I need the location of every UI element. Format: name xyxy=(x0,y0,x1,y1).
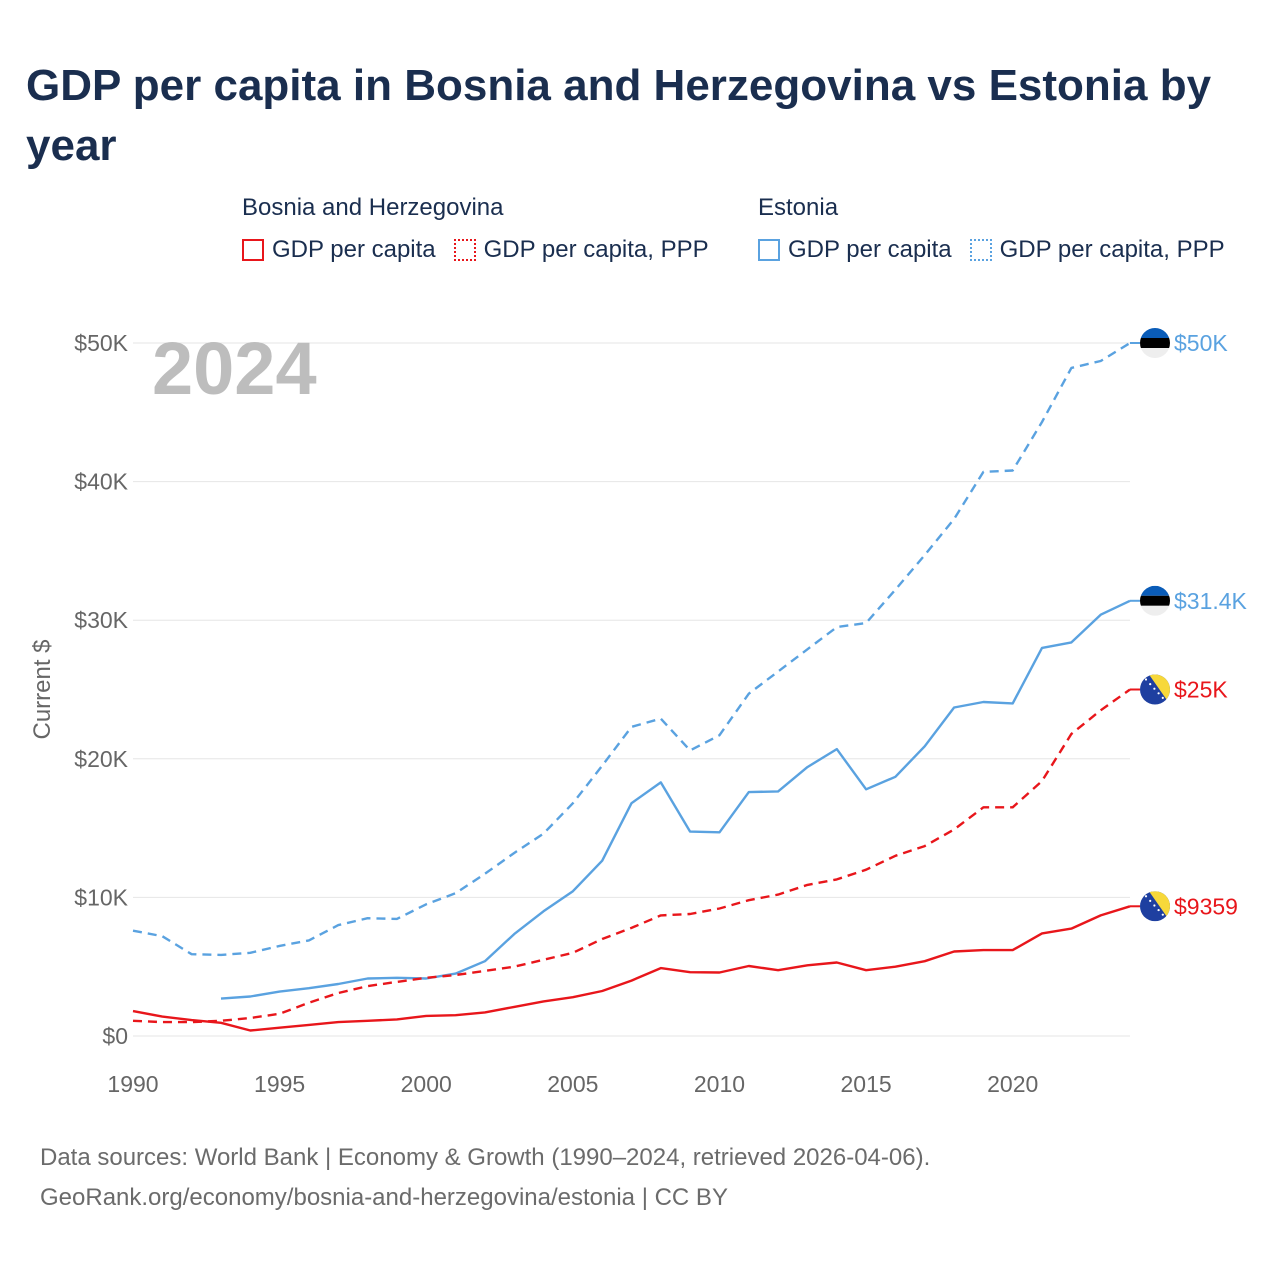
legend-group-title: Estonia xyxy=(758,194,839,221)
legend-item-label: GDP per capita xyxy=(788,236,952,263)
x-tick-label: 2005 xyxy=(547,1071,598,1097)
x-tick-label: 1990 xyxy=(107,1071,158,1097)
x-tick-label: 2020 xyxy=(987,1071,1038,1097)
source-line-1: Data sources: World Bank | Economy & Gro… xyxy=(40,1144,931,1171)
source-line-2[interactable]: GeoRank.org/economy/bosnia-and-herzegovi… xyxy=(40,1184,728,1211)
y-tick-label: $30K xyxy=(74,607,128,633)
y-tick-label: $10K xyxy=(74,884,128,910)
legend-group-title: Bosnia and Herzegovina xyxy=(242,194,504,221)
y-tick-label: $40K xyxy=(74,469,128,495)
series-line xyxy=(132,905,1131,1032)
estonia-flag-icon xyxy=(1140,585,1170,616)
series-line xyxy=(132,688,1131,1024)
x-tick-label: 2010 xyxy=(694,1071,745,1097)
y-axis-label: Current $ xyxy=(29,639,56,739)
legend-swatch-dotted-icon xyxy=(453,239,476,261)
end-value-label: $31.4K xyxy=(1174,588,1248,614)
legend-item-label: GDP per capita xyxy=(272,236,436,263)
source-note: Data sources: World Bank | Economy & Gro… xyxy=(40,1138,930,1218)
legend-item-bih-gdp[interactable]: GDP per capita xyxy=(242,236,436,264)
legend-group-estonia: Estonia GDP per capita GDP per capita, P… xyxy=(758,194,1225,264)
legend-swatch-solid-icon xyxy=(242,239,264,261)
y-tick-label: $50K xyxy=(74,330,128,356)
legend-group-bosnia: Bosnia and Herzegovina GDP per capita GD… xyxy=(242,194,709,264)
series-line xyxy=(132,341,1131,957)
legend-item-label: GDP per capita, PPP xyxy=(483,236,709,263)
bosnia-flag-icon xyxy=(1140,674,1170,705)
x-tick-label: 2000 xyxy=(401,1071,452,1097)
legend-swatch-dotted-icon xyxy=(969,239,992,261)
x-tick-label: 1995 xyxy=(254,1071,305,1097)
x-tick-label: 2015 xyxy=(841,1071,892,1097)
legend-item-est-gdp-ppp[interactable]: GDP per capita, PPP xyxy=(969,236,1225,264)
end-value-label: $25K xyxy=(1174,677,1228,703)
chart-title: GDP per capita in Bosnia and Herzegovina… xyxy=(26,61,1212,170)
estonia-flag-icon xyxy=(1140,328,1170,358)
legend-swatch-solid-icon xyxy=(758,239,780,261)
year-watermark: 2024 xyxy=(152,327,317,410)
legend-item-bih-gdp-ppp[interactable]: GDP per capita, PPP xyxy=(453,236,709,264)
y-tick-label: $20K xyxy=(74,746,128,772)
legend-item-est-gdp[interactable]: GDP per capita xyxy=(758,236,952,264)
bosnia-flag-icon xyxy=(1140,891,1170,922)
end-value-label: $9359 xyxy=(1174,893,1238,919)
y-tick-label: $0 xyxy=(102,1023,128,1049)
series-line xyxy=(220,599,1131,1000)
end-value-label: $50K xyxy=(1174,330,1228,356)
legend-item-label: GDP per capita, PPP xyxy=(999,236,1225,263)
